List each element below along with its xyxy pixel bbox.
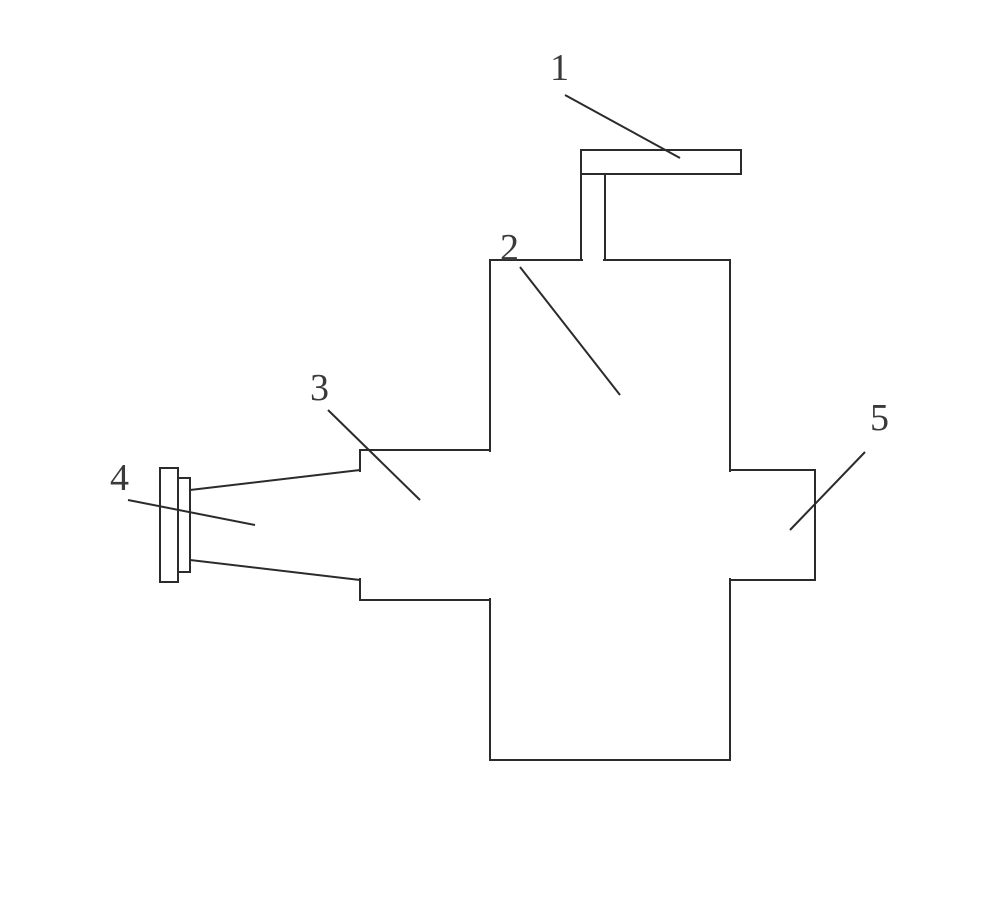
nozzle-collar-outer: [160, 468, 178, 582]
right-block: [730, 470, 815, 580]
handle-hstem: [581, 150, 741, 174]
callout-label-2: 2: [500, 227, 519, 269]
callout-label-3: 3: [310, 367, 329, 409]
callout-label-1: 1: [550, 47, 569, 89]
technical-diagram: 1 2 3 4 5: [0, 0, 1000, 904]
nozzle-collar-inner: [178, 478, 190, 572]
callout-label-5: 5: [870, 397, 889, 439]
handle-joint-fill: [583, 152, 603, 172]
callout-label-4: 4: [110, 457, 129, 499]
left-block-top: [360, 450, 490, 600]
nozzle-taper: [190, 470, 360, 580]
main-body: [490, 260, 730, 760]
